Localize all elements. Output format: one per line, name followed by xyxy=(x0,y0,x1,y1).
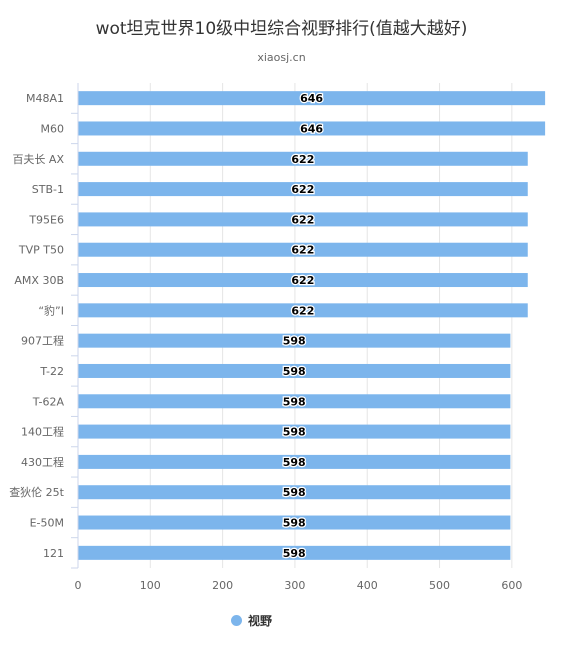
category-label: “豹”I xyxy=(38,304,64,317)
bar xyxy=(78,363,511,378)
data-label: 598 xyxy=(283,486,306,499)
chart-title: wot坦克世界10级中坦综合视野排行(值越大越好) xyxy=(95,19,468,39)
bar xyxy=(78,121,546,136)
category-label: 430工程 xyxy=(21,456,64,469)
category-labels: M48A1 M60 百夫长 AX STB-1 T95E6 TVP T50 AMX 30B “豹… xyxy=(9,92,64,560)
axes: 0 100 200 300 400 500 600 xyxy=(71,83,522,592)
bar xyxy=(78,333,511,348)
data-label: 622 xyxy=(291,153,314,166)
x-tick-label: 0 xyxy=(75,579,82,592)
bar xyxy=(78,212,528,227)
data-label: 646 xyxy=(300,92,323,105)
legend-swatch xyxy=(230,615,242,626)
bar xyxy=(78,303,528,318)
bar xyxy=(78,394,511,409)
category-label: T-62A xyxy=(32,395,65,408)
bar xyxy=(78,545,511,560)
legend: 视野 xyxy=(0,612,563,629)
data-label: 598 xyxy=(283,517,306,530)
bar xyxy=(78,454,511,469)
category-label: T-22 xyxy=(39,365,64,378)
category-label: 121 xyxy=(43,547,64,560)
bar xyxy=(78,151,528,166)
category-label: E-50M xyxy=(30,517,64,530)
x-tick-label: 200 xyxy=(212,579,233,592)
data-label: 598 xyxy=(283,365,306,378)
category-label: 140工程 xyxy=(21,426,64,439)
data-labels: 646 646 622 622 622 622 622 622 598 598 598 598 598 5… xyxy=(281,91,324,561)
chart-subtitle: xiaosj.cn xyxy=(257,51,306,64)
bar xyxy=(78,91,546,106)
legend-item[interactable]: 视野 xyxy=(230,612,272,629)
data-label: 598 xyxy=(283,335,306,348)
data-label: 598 xyxy=(283,395,306,408)
data-label: 598 xyxy=(283,456,306,469)
bar xyxy=(78,424,511,439)
category-label: AMX 30B xyxy=(14,274,64,287)
category-label: STB-1 xyxy=(32,183,64,196)
category-label: 查狄伦 25t xyxy=(9,485,64,499)
x-tick-label: 500 xyxy=(429,579,450,592)
data-label: 622 xyxy=(291,304,314,317)
category-label: M48A1 xyxy=(26,92,64,105)
data-label: 622 xyxy=(291,183,314,196)
data-label: 598 xyxy=(283,547,306,560)
data-label: 622 xyxy=(291,213,314,226)
data-label: 622 xyxy=(291,244,314,257)
bar xyxy=(78,182,528,197)
x-tick-label: 600 xyxy=(501,579,522,592)
category-label: TVP T50 xyxy=(18,244,64,257)
bars xyxy=(78,91,546,560)
category-label: T95E6 xyxy=(28,213,64,226)
data-label: 646 xyxy=(300,122,323,135)
legend-label: 视野 xyxy=(247,614,272,628)
x-tick-label: 400 xyxy=(357,579,378,592)
bar xyxy=(78,515,511,530)
data-label: 622 xyxy=(291,274,314,287)
category-label: M60 xyxy=(41,122,65,135)
x-tick-label: 300 xyxy=(284,579,305,592)
bar xyxy=(78,242,528,257)
bar xyxy=(78,485,511,500)
x-tick-label: 100 xyxy=(140,579,161,592)
bar xyxy=(78,273,528,288)
data-label: 598 xyxy=(283,426,306,439)
category-label: 907工程 xyxy=(21,335,64,348)
category-label: 百夫长 AX xyxy=(12,153,64,166)
